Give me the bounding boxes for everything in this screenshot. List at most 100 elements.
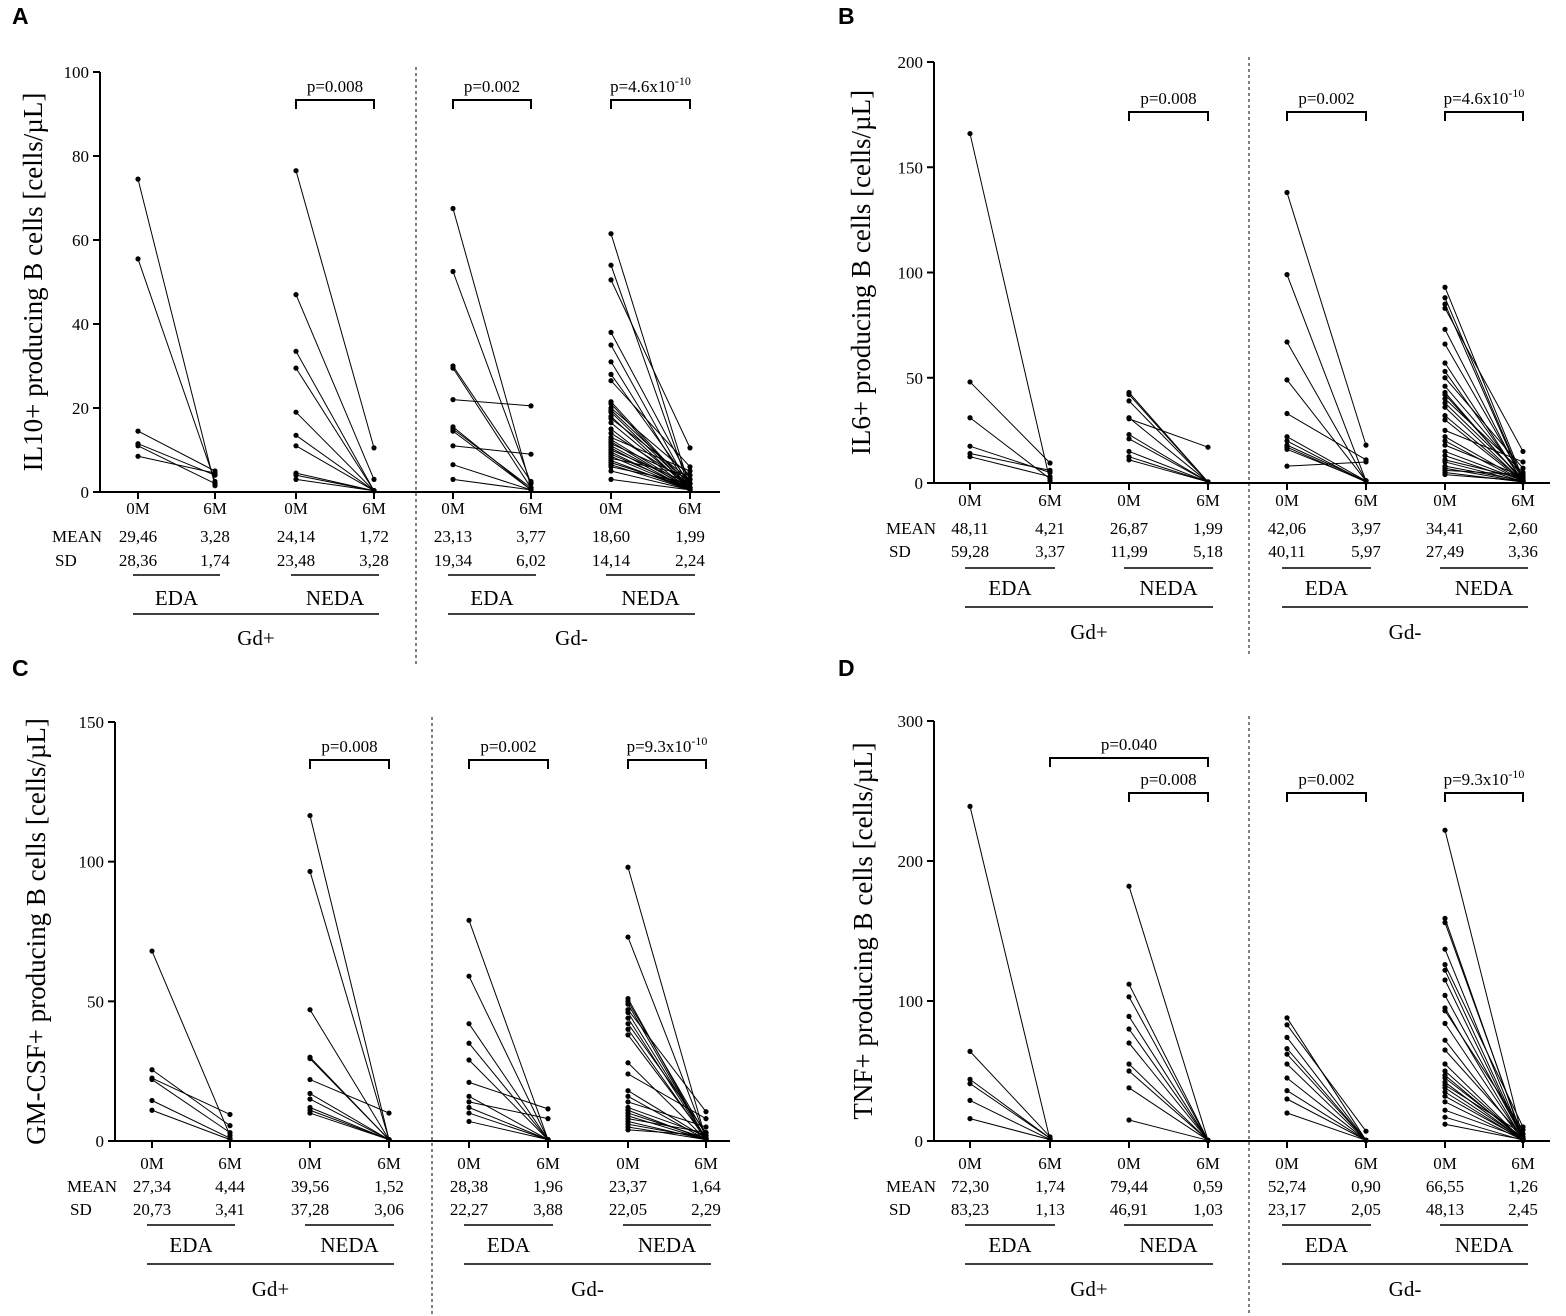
paired-line — [1444, 1023, 1524, 1140]
paired-line — [1286, 1112, 1367, 1141]
point-0m — [1442, 1089, 1448, 1095]
paired-line — [452, 367, 532, 489]
point-0m — [1126, 1061, 1132, 1067]
point-0m — [1442, 1020, 1448, 1026]
y-tick-label: 0 — [81, 483, 90, 502]
point-0m — [1126, 448, 1132, 455]
sd-value: 1,03 — [1193, 1200, 1223, 1219]
point-0m — [1284, 463, 1290, 469]
paired-line — [969, 456, 1051, 478]
p-value-text: p=0.002 — [1298, 89, 1354, 108]
significance-bracket: p=0.002 — [452, 77, 532, 109]
paired-line — [452, 445, 532, 455]
sd-value: 1,13 — [1035, 1200, 1065, 1219]
paired-line — [452, 428, 532, 489]
point-0m — [1442, 375, 1448, 381]
paired-line — [1128, 1119, 1209, 1141]
mean-value: 1,64 — [691, 1177, 721, 1196]
sd-value: 19,34 — [434, 551, 473, 570]
point-0m — [135, 443, 141, 449]
point-0m — [1126, 416, 1132, 422]
paired-line — [452, 478, 532, 491]
x-tick-label: 0M — [1433, 491, 1457, 510]
sd-value: 2,45 — [1508, 1200, 1538, 1219]
sd-value: 2,05 — [1351, 1200, 1381, 1219]
paired-line — [1286, 1048, 1367, 1141]
panel-c: C 0 50 100 150 GM-CSF+ producing B cells [cel… — [12, 655, 730, 1316]
p-value-label: p=0.040 — [1101, 735, 1157, 754]
mean-value: 1,74 — [1035, 1177, 1065, 1196]
point-6m — [1047, 1137, 1053, 1143]
paired-line — [1444, 1109, 1524, 1139]
point-0m — [1284, 438, 1290, 444]
p-value-label: p=0.002 — [464, 77, 520, 96]
x-tick-label: 6M — [519, 499, 543, 518]
paired-line — [1444, 402, 1524, 480]
x-tick-label: 6M — [1511, 491, 1535, 510]
mean-value: 23,37 — [609, 1177, 648, 1196]
p-value-label: p=0.008 — [1140, 770, 1196, 789]
p-value-label: p=9.3x10-10 — [1444, 767, 1525, 789]
p-value-label: p=0.008 — [1140, 89, 1196, 108]
x-tick-label: 0M — [1433, 1154, 1457, 1173]
point-6m — [687, 487, 693, 493]
point-0m — [1126, 457, 1132, 463]
paired-line — [610, 380, 691, 468]
sd-value: 3,36 — [1508, 542, 1538, 561]
subgroup-label: EDA — [487, 1233, 531, 1257]
mean-value: 0,90 — [1351, 1177, 1381, 1196]
significance-bracket: p=4.6x10-10 — [610, 74, 691, 109]
y-tick-label: 100 — [898, 264, 924, 283]
paired-line — [627, 1095, 707, 1141]
point-0m — [1442, 1121, 1448, 1127]
y-tick-label: 300 — [898, 712, 924, 731]
paired-line — [468, 1023, 549, 1140]
point-0m — [293, 365, 299, 371]
paired-line — [1128, 417, 1209, 483]
sd-value: 5,97 — [1351, 542, 1381, 561]
sd-value: 40,11 — [1268, 542, 1306, 561]
point-0m — [1442, 1099, 1448, 1105]
paired-line — [1128, 983, 1209, 1141]
paired-line — [1286, 1037, 1367, 1141]
point-6m — [687, 472, 693, 478]
paired-line — [151, 1079, 231, 1134]
point-0m — [293, 409, 299, 415]
paired-line — [627, 1126, 707, 1141]
point-0m — [1284, 1110, 1290, 1116]
point-0m — [967, 415, 973, 421]
sd-value: 6,02 — [516, 551, 546, 570]
point-0m — [1442, 920, 1448, 926]
point-6m — [227, 1137, 233, 1143]
point-0m — [466, 1104, 472, 1111]
point-0m — [1126, 1026, 1132, 1032]
y-tick-label: 50 — [906, 369, 923, 388]
point-0m — [1442, 915, 1448, 922]
group-label: Gd- — [1389, 1277, 1422, 1301]
subgroup-label: EDA — [169, 1233, 213, 1257]
point-6m — [1520, 465, 1526, 471]
paired-line — [295, 445, 375, 492]
paired-line — [137, 455, 216, 474]
point-0m — [466, 1079, 472, 1085]
point-0m — [1442, 301, 1448, 307]
y-tick-label: 200 — [898, 53, 924, 72]
point-6m — [1047, 474, 1053, 480]
panel-letter: B — [838, 3, 855, 29]
paired-line — [610, 447, 691, 491]
group-gd-neda: 0M 26,87 11,99 6M 1,99 5,18 NEDA — [1110, 389, 1223, 600]
point-6m — [212, 481, 218, 487]
paired-line — [1286, 274, 1367, 482]
point-0m — [450, 462, 456, 468]
p-value-exponent: -10 — [1508, 767, 1524, 781]
point-0m — [1442, 1107, 1448, 1113]
paired-line — [1444, 465, 1524, 482]
paired-line — [309, 871, 390, 1140]
p-value-exponent: -10 — [675, 74, 691, 88]
paired-line — [1444, 1123, 1524, 1141]
x-tick-label: 6M — [203, 499, 227, 518]
subgroup-label: EDA — [988, 1233, 1032, 1257]
paired-line — [610, 332, 691, 480]
point-0m — [450, 268, 456, 275]
